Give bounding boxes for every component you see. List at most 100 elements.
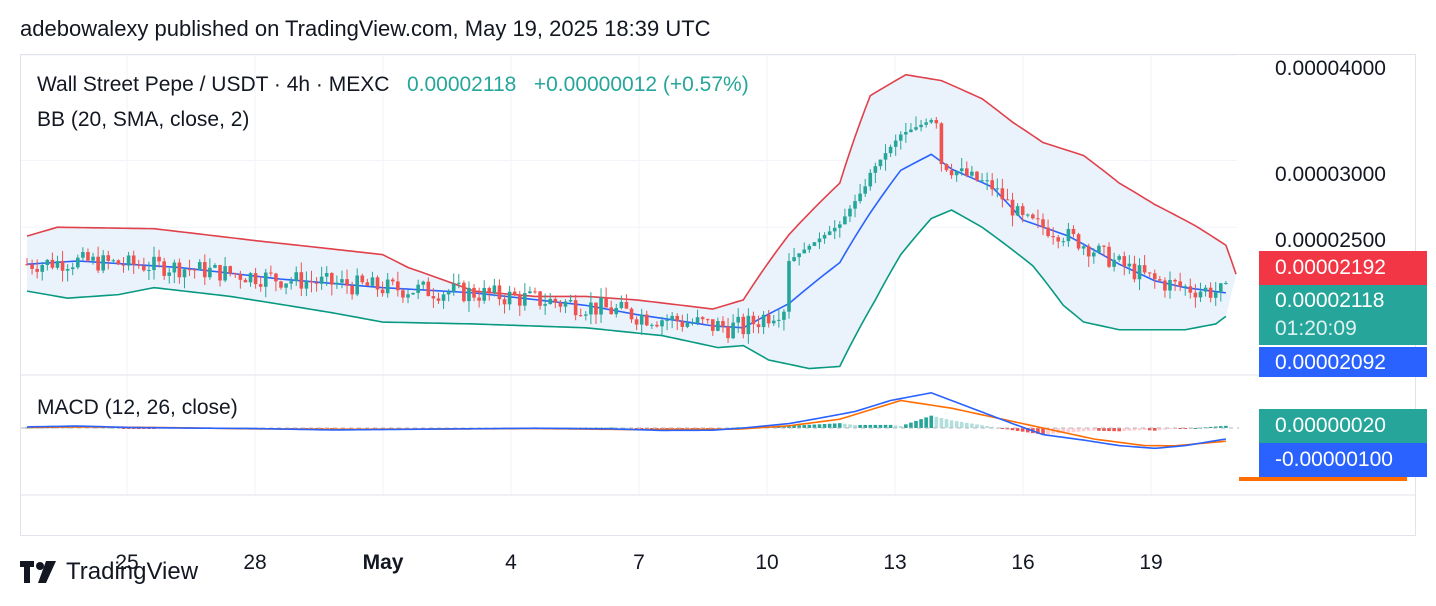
bar-countdown: 01:20:09 bbox=[1275, 317, 1357, 340]
candle-body bbox=[380, 289, 385, 294]
macd-histogram-bar bbox=[1168, 428, 1172, 430]
macd-histogram-bar bbox=[848, 424, 852, 428]
candle-body bbox=[243, 279, 248, 283]
candle-body bbox=[40, 264, 45, 272]
candle-body bbox=[711, 319, 715, 331]
candle-body bbox=[584, 314, 588, 316]
macd-histogram-bar bbox=[822, 424, 827, 428]
candle-body bbox=[416, 284, 420, 293]
candle-body bbox=[65, 269, 70, 271]
candle-body bbox=[396, 281, 400, 291]
candle-body bbox=[76, 257, 80, 268]
candle-body bbox=[1046, 227, 1050, 237]
macd-histogram-bar bbox=[787, 425, 791, 428]
candle-body bbox=[985, 180, 989, 182]
macd-histogram-bar bbox=[898, 426, 903, 428]
candle-body bbox=[594, 302, 598, 315]
candle-body bbox=[299, 272, 304, 289]
macd-histogram-bar bbox=[1000, 428, 1005, 429]
candle-body bbox=[1081, 246, 1086, 249]
candle-body bbox=[507, 291, 512, 305]
candle-body bbox=[355, 275, 359, 295]
candle-body bbox=[777, 319, 781, 321]
candle-body bbox=[893, 140, 898, 147]
candle-body bbox=[1036, 218, 1040, 220]
time-label: 10 bbox=[755, 551, 779, 574]
candle-body bbox=[228, 266, 232, 274]
candle-body bbox=[472, 287, 476, 298]
candle-body bbox=[1193, 292, 1198, 298]
macd-histogram-bar bbox=[1081, 428, 1086, 432]
candle-body bbox=[690, 322, 695, 324]
candle-body bbox=[599, 297, 603, 315]
candle-body bbox=[441, 294, 446, 301]
candle-body bbox=[548, 298, 553, 305]
candle-body bbox=[832, 227, 837, 232]
candle-body bbox=[944, 164, 949, 171]
candle-body bbox=[1000, 188, 1005, 200]
macd-histogram-bar bbox=[665, 428, 669, 429]
candle-body bbox=[1056, 237, 1061, 242]
macd-histogram-bar bbox=[680, 428, 685, 429]
footer-brand: TradingView bbox=[20, 558, 198, 586]
candle-body bbox=[614, 307, 619, 315]
candle-body bbox=[1152, 273, 1157, 280]
candle-body bbox=[644, 314, 649, 326]
candle-body bbox=[538, 291, 542, 306]
last-price: 0.00002118 bbox=[406, 73, 517, 96]
candle-body bbox=[142, 265, 146, 271]
candle-body bbox=[1173, 279, 1177, 282]
candle-body bbox=[807, 245, 812, 250]
candle-body bbox=[792, 257, 796, 261]
macd-histogram-bar bbox=[650, 428, 654, 429]
candle-body bbox=[197, 262, 202, 270]
candle-body bbox=[86, 252, 90, 261]
candle-body bbox=[106, 255, 111, 261]
macd-histogram-bar bbox=[695, 428, 700, 429]
candle-body bbox=[1188, 286, 1193, 293]
candle-body bbox=[995, 188, 1000, 190]
candle-body bbox=[1051, 236, 1055, 238]
candle-body bbox=[726, 326, 730, 339]
time-label: 25 bbox=[115, 551, 139, 574]
footer-brand-text: TradingView bbox=[66, 558, 199, 585]
candle-body bbox=[421, 281, 426, 285]
macd-histogram-bar bbox=[980, 425, 984, 428]
candle-body bbox=[401, 290, 405, 298]
candle-body bbox=[751, 315, 756, 325]
candle-body bbox=[370, 277, 375, 286]
macd-histogram-bar bbox=[1183, 428, 1188, 429]
bb-upper-line bbox=[26, 73, 1237, 310]
candle-body bbox=[1086, 246, 1091, 257]
time-label: 7 bbox=[633, 551, 645, 574]
candle-body bbox=[60, 261, 65, 271]
candle-body bbox=[898, 134, 903, 141]
candle-body bbox=[462, 282, 466, 302]
candle-body bbox=[746, 315, 751, 335]
candle-body bbox=[101, 255, 105, 271]
macd-histogram-bar bbox=[1005, 428, 1010, 430]
candle-body bbox=[1137, 265, 1142, 280]
candle-body bbox=[1168, 279, 1172, 291]
candle-body bbox=[390, 279, 395, 282]
candle-body bbox=[939, 123, 944, 165]
bb-legend: BB (20, SMA, close, 2) bbox=[37, 108, 250, 131]
macd-histogram-bar bbox=[106, 427, 111, 429]
candle-body bbox=[152, 256, 156, 271]
candle-body bbox=[218, 265, 222, 281]
chart-frame[interactable]: Wall Street Pepe / USDT · 4h · MEXC 0.00… bbox=[20, 54, 1427, 574]
macd-histogram-bar bbox=[1010, 428, 1015, 431]
candle-body bbox=[81, 252, 85, 258]
chart-canvas[interactable] bbox=[21, 55, 1415, 535]
candle-body bbox=[1117, 256, 1121, 260]
candle-body bbox=[1203, 287, 1208, 292]
macd-histogram-bar bbox=[832, 423, 837, 428]
macd-histogram-bar bbox=[1219, 426, 1223, 428]
candle-body bbox=[116, 260, 121, 265]
candle-body bbox=[573, 300, 578, 316]
candle-body bbox=[619, 301, 624, 308]
candle-body bbox=[233, 273, 238, 275]
macd-histogram-bar bbox=[1066, 428, 1071, 433]
macd-histogram-bar bbox=[1020, 428, 1025, 432]
candle-body bbox=[360, 275, 365, 283]
